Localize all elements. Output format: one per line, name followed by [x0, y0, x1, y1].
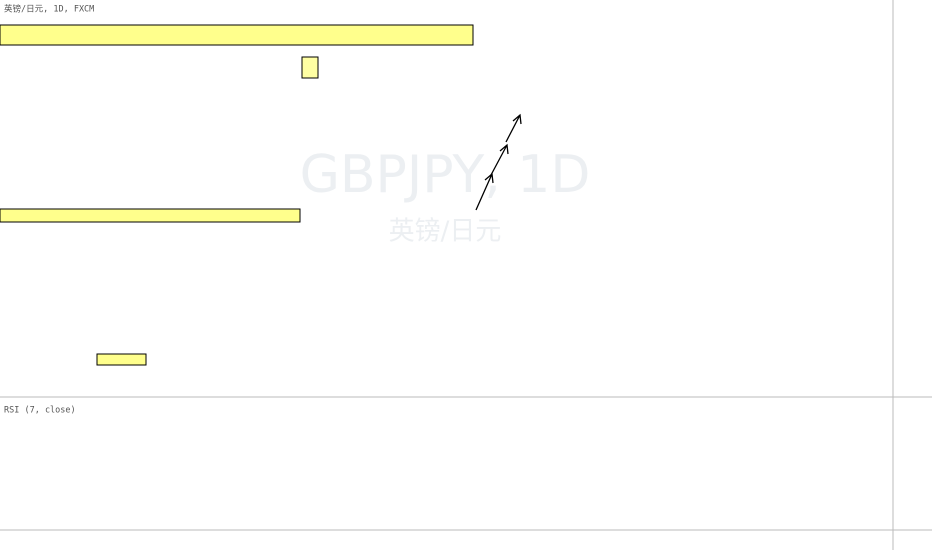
chart-title: 英镑/日元, 1D, FXCM: [4, 4, 94, 15]
highlight-box: [301, 56, 319, 79]
highlight-box: [0, 208, 301, 223]
arrow: [490, 143, 509, 176]
watermark-sub: 英镑/日元: [389, 217, 502, 247]
watermark: GBPJPY, 1D: [300, 145, 591, 205]
arrow: [505, 113, 522, 143]
highlight-box: [0, 24, 474, 46]
highlight-box: [96, 353, 147, 366]
rsi-pane: [0, 398, 893, 530]
arrows: [475, 113, 522, 211]
rsi-label: RSI (7, close): [4, 406, 76, 416]
